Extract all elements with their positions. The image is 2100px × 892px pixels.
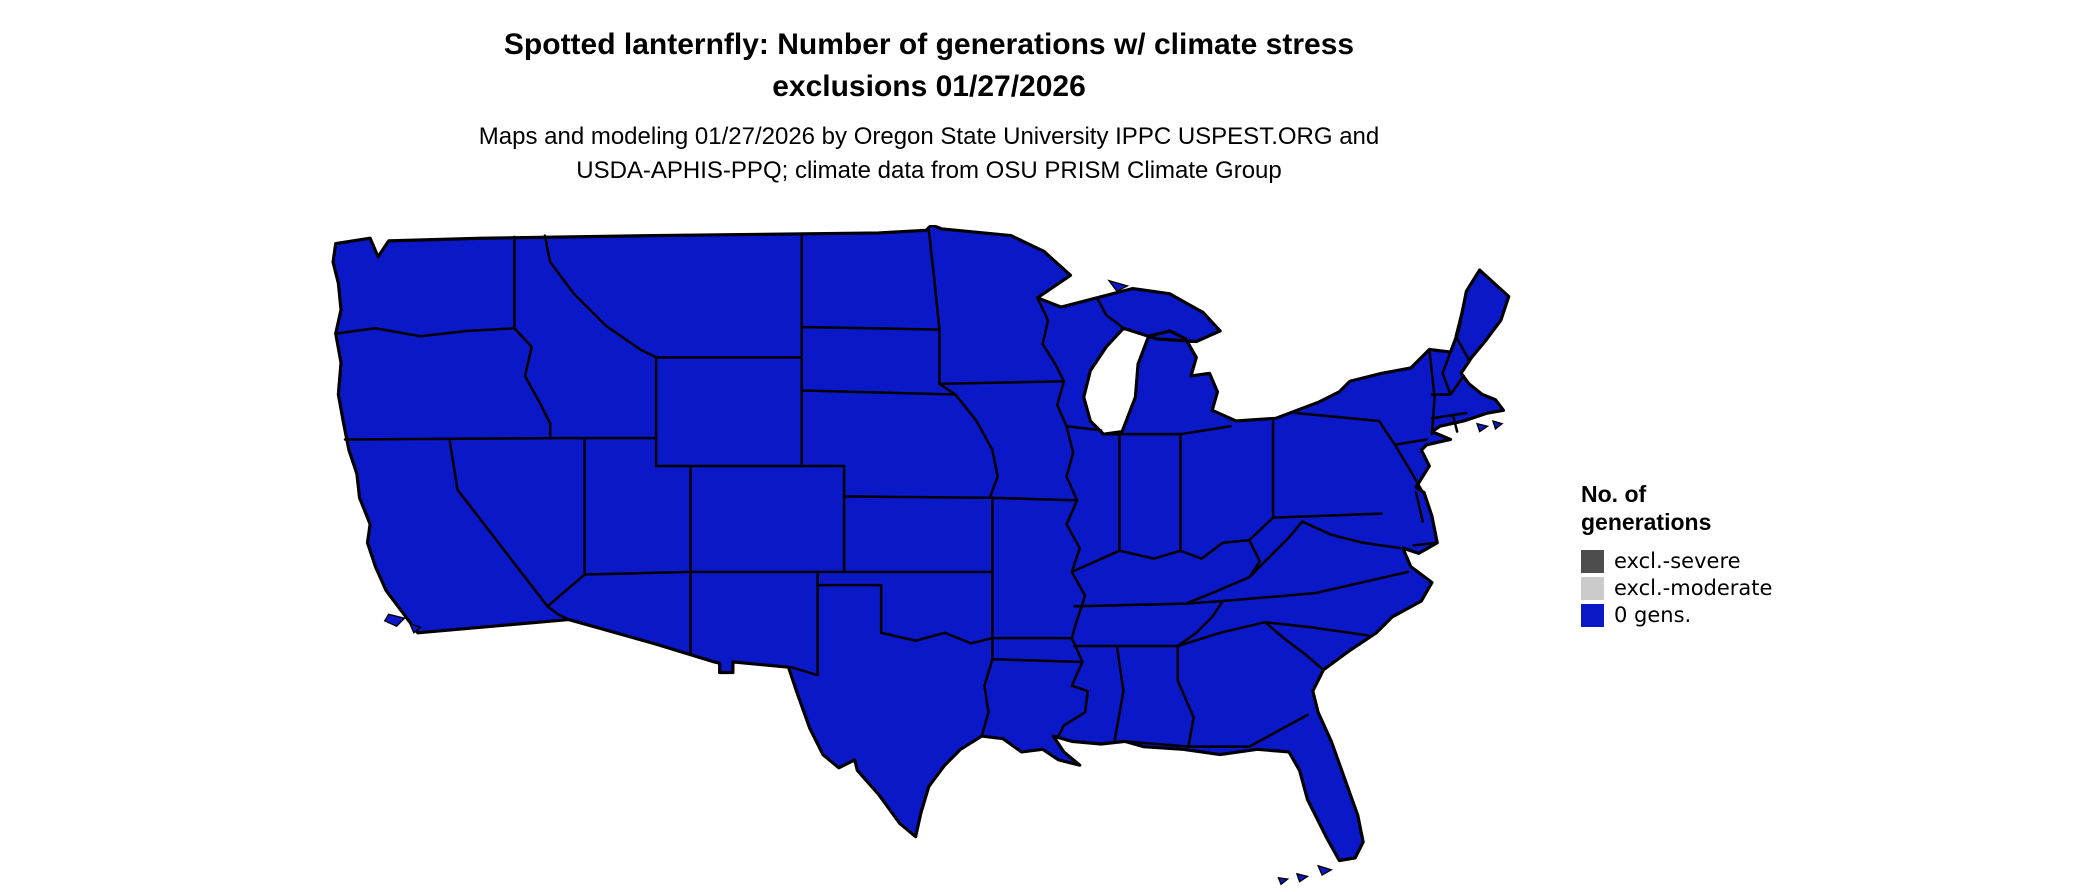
- page-subtitle: Maps and modeling 01/27/2026 by Oregon S…: [479, 120, 1379, 188]
- marthas-vineyard-island: [1491, 419, 1504, 431]
- legend-title: No. of generations: [1581, 480, 1772, 536]
- legend: No. of generations excl.-severe excl.-mo…: [1581, 480, 1772, 630]
- florida-key-2: [1295, 872, 1310, 883]
- page-title: Spotted lanternfly: Number of generation…: [504, 24, 1354, 108]
- page-subtitle-line1: Maps and modeling 01/27/2026 by Oregon S…: [478, 123, 1380, 150]
- legend-label-excl-severe: excl.-severe: [1614, 549, 1741, 573]
- legend-swatch-excl-moderate: [1581, 576, 1604, 600]
- islands: [383, 279, 1504, 886]
- us-map-svg: [331, 225, 1511, 886]
- legend-item-excl-moderate: excl.-moderate: [1581, 576, 1772, 600]
- legend-swatch-0-gens: [1581, 603, 1604, 627]
- legend-title-line1: No. of: [1581, 481, 1647, 507]
- legend-label-excl-moderate: excl.-moderate: [1614, 576, 1773, 600]
- legend-swatch-excl-severe: [1581, 549, 1604, 573]
- channel-island-1: [383, 613, 406, 627]
- florida-key-3: [1277, 876, 1290, 886]
- isle-royale-island: [1107, 279, 1130, 293]
- nantucket-island: [1475, 422, 1490, 433]
- florida-key-1: [1316, 864, 1334, 877]
- page-subtitle-line2: USDA-APHIS-PPQ; climate data from OSU PR…: [576, 157, 1282, 184]
- us-choropleth-map: [322, 225, 1541, 887]
- state-borders: [334, 229, 1471, 748]
- page-title-line2: exclusions 01/27/2026: [772, 70, 1086, 103]
- legend-item-excl-severe: excl.-severe: [1581, 549, 1772, 573]
- channel-island-2: [408, 622, 422, 634]
- legend-title-line2: generations: [1581, 509, 1712, 535]
- us-map-outline: [331, 225, 1511, 863]
- legend-items: excl.-severe excl.-moderate 0 gens.: [1581, 549, 1772, 627]
- page-title-line1: Spotted lanternfly: Number of generation…: [503, 28, 1355, 61]
- legend-item-0-gens: 0 gens.: [1581, 603, 1772, 627]
- legend-label-0-gens: 0 gens.: [1614, 603, 1692, 627]
